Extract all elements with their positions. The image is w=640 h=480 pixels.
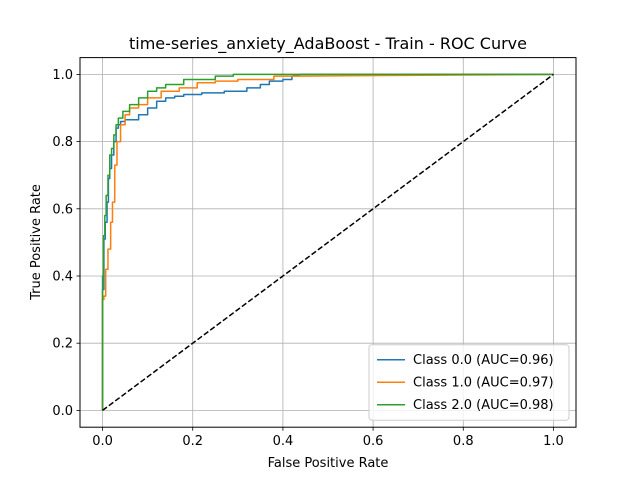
y-tick-label: 0.4: [52, 270, 73, 285]
legend-label: Class 1.0 (AUC=0.97): [413, 376, 554, 391]
legend-box: [368, 344, 570, 421]
legend: Class 0.0 (AUC=0.96) Class 1.0 (AUC=0.97)…: [368, 344, 570, 421]
grid: [80, 57, 576, 428]
x-tick-label: 1.0: [543, 434, 564, 449]
series-layer: [101, 73, 554, 412]
legend-label: Class 2.0 (AUC=0.98): [413, 398, 554, 413]
x-tick-label: 0.8: [453, 434, 474, 449]
y-tick-label: 0.8: [52, 135, 73, 150]
legend-label: Class 0.0 (AUC=0.96): [413, 353, 554, 368]
x-tick-label: 0.0: [92, 434, 113, 449]
x-axis-title: False Positive Rate: [268, 456, 389, 471]
y-axis-title: True Positive Rate: [29, 184, 44, 301]
y-tick-label: 1.0: [52, 68, 73, 83]
y-tick-label: 0.6: [52, 202, 73, 217]
ticks: 0.0 0.2 0.4 0.6 0.8 1.0 0.0 0.2 0.4 0.6 0.8 1.0: [52, 68, 563, 449]
y-tick-label: 0.0: [52, 404, 73, 419]
x-tick-label: 0.2: [182, 434, 203, 449]
plot-frame: [79, 57, 577, 428]
roc-series-line-2: [101, 73, 554, 411]
chart-title: time-series_anxiety_AdaBoost - Train - R…: [129, 34, 527, 54]
x-tick-label: 0.6: [363, 434, 384, 449]
y-tick-label: 0.2: [52, 337, 73, 352]
roc-series-line-1: [101, 73, 554, 411]
chance-diagonal-line: [102, 73, 554, 412]
x-tick-label: 0.4: [273, 434, 294, 449]
